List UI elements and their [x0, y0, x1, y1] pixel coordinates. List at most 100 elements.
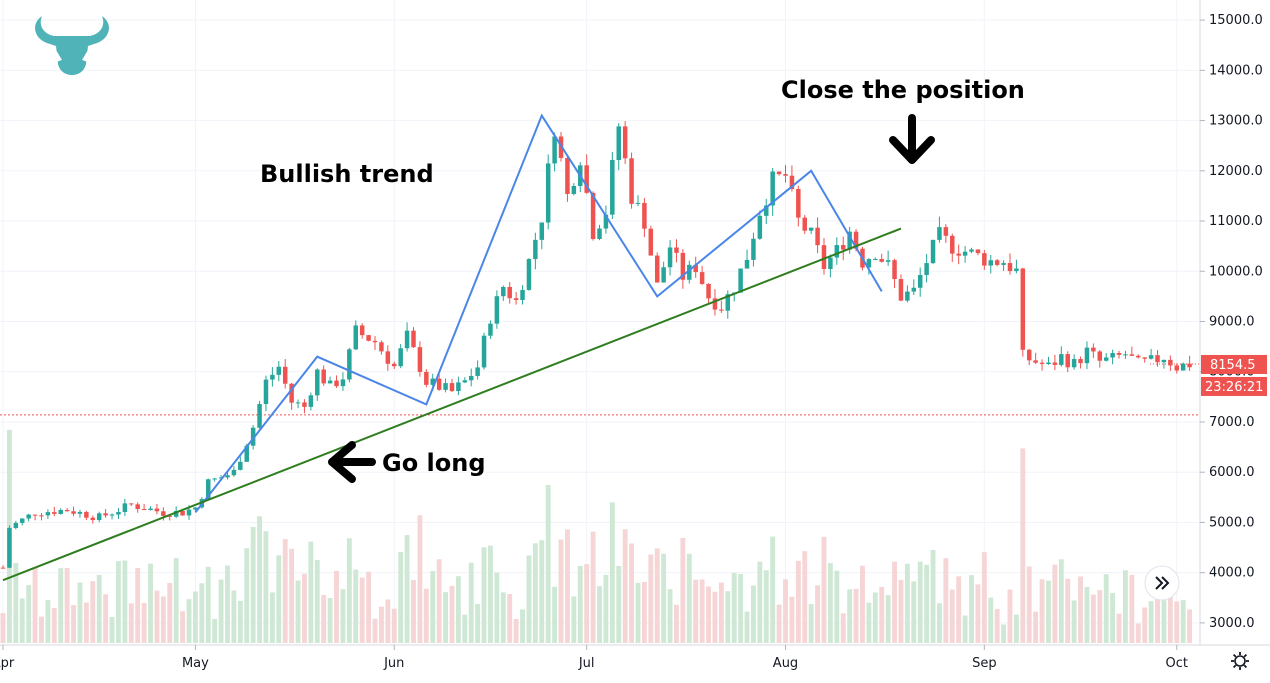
volume-bar [911, 581, 917, 643]
candle-body [1084, 347, 1090, 364]
candle-body [526, 259, 532, 290]
candle-body [167, 515, 173, 517]
y-tick-label: 14000.0 [1209, 63, 1263, 78]
candle-body [90, 517, 96, 520]
x-tick-label: Sep [972, 656, 997, 671]
volume-bar [1007, 589, 1013, 643]
candle-body [321, 369, 326, 384]
x-tick-label: Oct [1166, 656, 1188, 671]
candle-body [719, 309, 724, 311]
volume-bar [802, 551, 808, 643]
candle-body [943, 227, 949, 236]
candle-body [751, 238, 756, 260]
x-tick-label: Jun [383, 656, 404, 671]
candle-body [443, 383, 448, 390]
volume-bar [1084, 586, 1090, 643]
candle-body [590, 192, 596, 240]
volume-bar [507, 594, 513, 643]
volume-bar [783, 579, 788, 643]
candle-body [885, 260, 891, 262]
candle-body [930, 239, 936, 264]
candle-body [315, 369, 320, 396]
volume-bar [250, 526, 256, 643]
candle-body [289, 383, 294, 403]
gear-icon[interactable] [1231, 652, 1249, 670]
candle-body [571, 186, 577, 194]
candle-body [116, 511, 121, 515]
candle-body [77, 511, 83, 514]
candle-body [1071, 359, 1077, 368]
candle-body [924, 263, 929, 275]
volume-bar [872, 592, 878, 643]
candle-body [302, 402, 307, 407]
volume-bar [186, 599, 192, 643]
volume-bar [500, 592, 506, 643]
candle-body [359, 325, 365, 336]
scroll-to-realtime-button[interactable] [1144, 565, 1180, 601]
volume-bar [770, 536, 776, 643]
candle-body [295, 402, 301, 404]
volume-bar [648, 554, 654, 643]
volume-bar [513, 619, 519, 643]
y-tick-label: 4000.0 [1209, 566, 1255, 581]
volume-bar [481, 547, 487, 643]
candle-body [513, 298, 519, 300]
volume-bar [1103, 574, 1109, 643]
candle-body [501, 286, 506, 297]
candle-body [84, 511, 89, 518]
candle-body [334, 380, 339, 387]
candle-body [770, 171, 775, 206]
x-tick-label: Aug [773, 656, 798, 671]
candle-body [1168, 359, 1173, 366]
candle-body [834, 245, 840, 258]
candle-body [353, 325, 359, 350]
volume-bar [488, 545, 493, 643]
candle-body [1110, 353, 1115, 358]
candle-body [19, 518, 25, 523]
volume-bar [641, 582, 647, 643]
countdown-label: 23:26:21 [1205, 380, 1263, 395]
x-tick-label: May [182, 656, 209, 671]
volume-bar [468, 562, 474, 643]
trend-line [2, 227, 902, 582]
volume-bar [616, 565, 622, 643]
volume-bar [795, 560, 801, 643]
volume-bar [205, 566, 211, 643]
volume-bar [1020, 448, 1026, 643]
candle-body [436, 378, 442, 390]
candle-body [96, 513, 102, 520]
candle-body [654, 255, 660, 283]
candle-body [969, 249, 974, 252]
y-tick-label: 11000.0 [1209, 214, 1263, 229]
candle-body [1155, 355, 1160, 363]
y-tick-label: 3000.0 [1209, 616, 1255, 631]
candle-body [462, 380, 468, 383]
candle-body [892, 260, 897, 280]
candlesticks [0, 121, 1192, 569]
candle-body [828, 257, 833, 269]
candle-body [994, 260, 1000, 265]
candle-body [866, 259, 872, 268]
volume-bar [327, 598, 333, 643]
volume-bar [609, 502, 615, 643]
bullish-pattern-line [194, 113, 883, 514]
volume-bar [853, 588, 859, 643]
close-position-label: Close the position [781, 76, 1025, 104]
volume-bar [160, 596, 166, 643]
go-long-label: Go long [382, 449, 486, 477]
volume-bar [372, 618, 378, 643]
candle-body [764, 205, 769, 216]
volume-bar [532, 543, 538, 643]
candle-body [802, 217, 807, 231]
volume-bar [122, 560, 128, 643]
candle-body [417, 347, 423, 372]
candle-body [699, 272, 705, 284]
candle-body [276, 366, 282, 375]
volume-bar [1013, 614, 1019, 643]
candle-body [552, 136, 557, 164]
time-axis[interactable]: Apr May Jun Jul Aug Sep Oct [0, 645, 1188, 671]
candle-body [32, 514, 38, 516]
candle-body [161, 511, 166, 516]
candle-body [0, 567, 6, 569]
volume-bar [475, 603, 481, 643]
